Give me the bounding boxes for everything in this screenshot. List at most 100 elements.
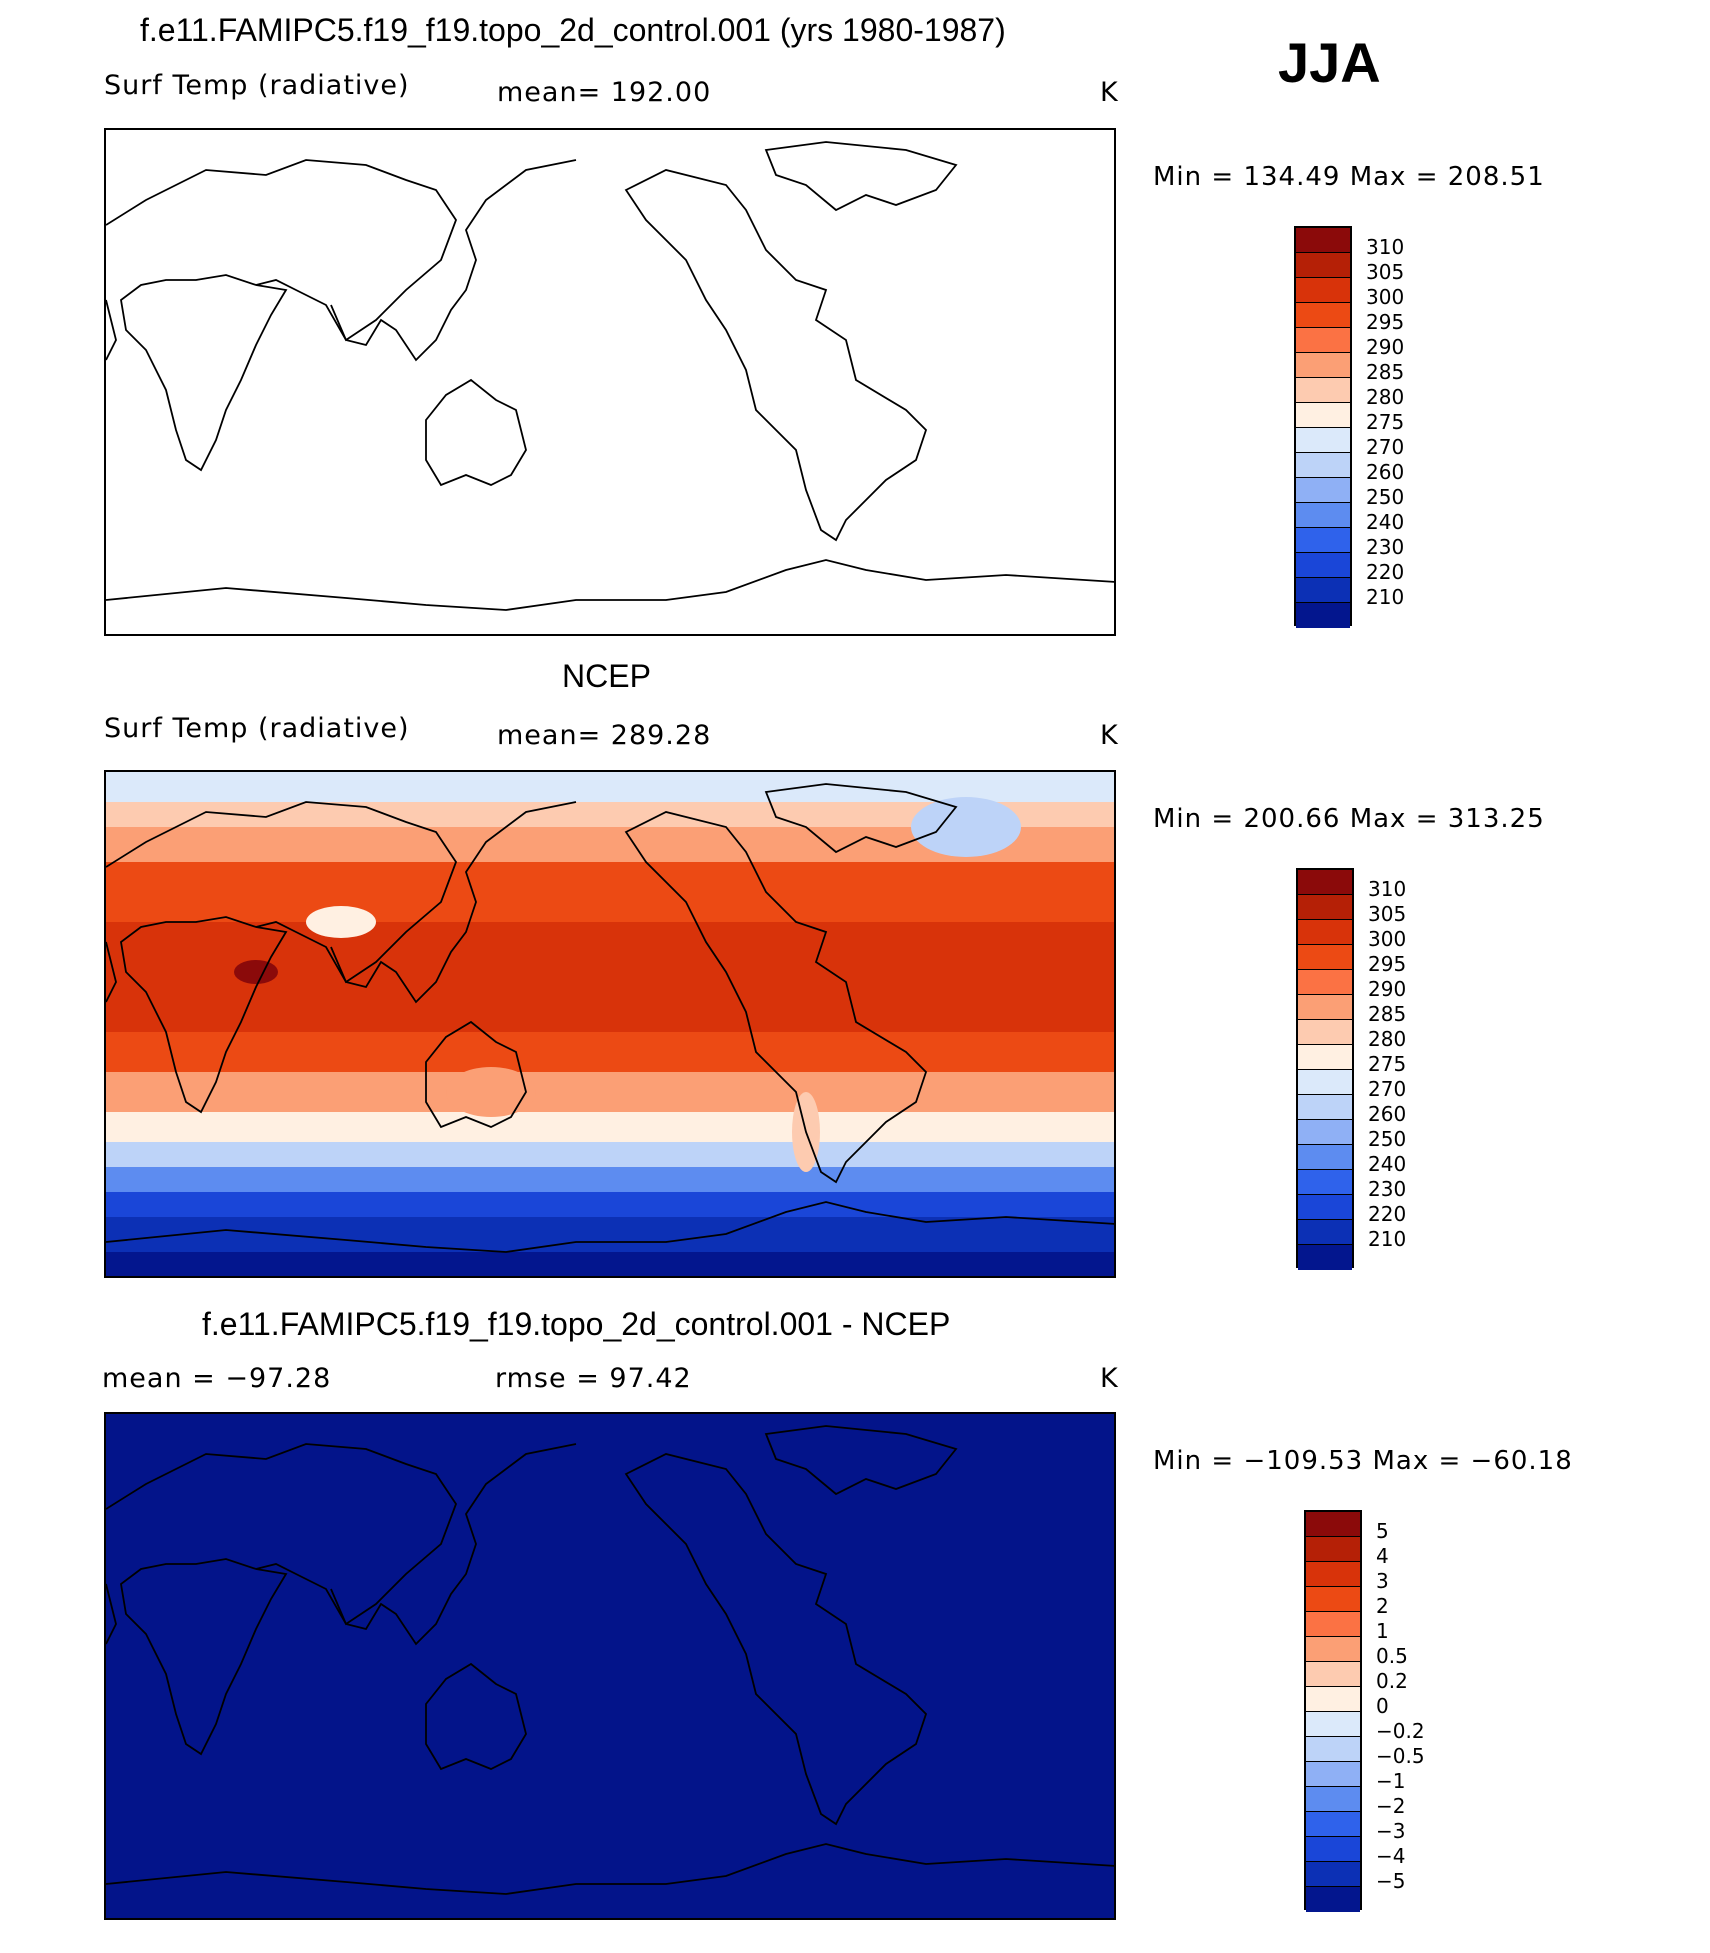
colorbar-swatch <box>1306 1737 1360 1762</box>
colorbar-tick-label: 270 <box>1366 435 1405 459</box>
panel-2-min-max: Min = 200.66 Max = 313.25 <box>1153 804 1545 834</box>
coastline <box>106 801 458 1114</box>
colorbar-swatch <box>1296 528 1350 553</box>
temperature-band <box>106 1112 1114 1142</box>
colorbar-tick-label: 210 <box>1368 1227 1407 1251</box>
colorbar-tick-label: 230 <box>1366 535 1405 559</box>
panel-1-title: f.e11.FAMIPC5.f19_f19.topo_2d_control.00… <box>140 12 1006 48</box>
colorbar-swatch <box>1306 1787 1360 1812</box>
colorbar-swatch <box>1306 1712 1360 1737</box>
colorbar-tick-label: 1 <box>1376 1619 1389 1643</box>
temperature-anomaly-region <box>306 906 376 938</box>
colorbar-swatch <box>1296 478 1350 503</box>
colorbar-swatch <box>1306 1887 1360 1912</box>
colorbar-tick-label: 220 <box>1368 1202 1407 1226</box>
colorbar-tick-label: 240 <box>1366 510 1405 534</box>
colorbar-tick-label: −3 <box>1376 1819 1406 1843</box>
colorbar-tick-label: 290 <box>1366 335 1405 359</box>
coastline <box>624 811 928 1184</box>
season-label: JJA <box>1278 31 1381 94</box>
panel-2-title: NCEP <box>562 658 651 694</box>
colorbar-swatch <box>1296 303 1350 328</box>
temperature-band <box>106 922 1114 962</box>
difference-fill <box>106 1414 1114 1918</box>
coastline <box>106 1201 1114 1253</box>
colorbar-tick-label: 240 <box>1368 1152 1407 1176</box>
colorbar-tick-label: 300 <box>1368 927 1407 951</box>
colorbar-swatch <box>1296 603 1350 628</box>
panel-3-map <box>104 1412 1116 1920</box>
colorbar-swatch <box>1296 553 1350 578</box>
colorbar-swatch <box>1306 1762 1360 1787</box>
colorbar-swatch <box>1298 1170 1352 1195</box>
colorbar-tick-label: 210 <box>1366 585 1405 609</box>
colorbar-swatch <box>1298 995 1352 1020</box>
colorbar-swatch <box>1298 1020 1352 1045</box>
colorbar-swatch <box>1306 1637 1360 1662</box>
colorbar-swatch <box>1306 1562 1360 1587</box>
colorbar-swatch <box>1298 970 1352 995</box>
colorbar-tick-label: 0.2 <box>1376 1669 1408 1693</box>
coastline <box>106 299 117 361</box>
colorbar-tick-label: 0 <box>1376 1694 1389 1718</box>
colorbar-tick-label: 4 <box>1376 1544 1389 1568</box>
colorbar-tick-label: 290 <box>1368 977 1407 1001</box>
panel-3-colorbar <box>1304 1510 1362 1912</box>
temperature-band <box>106 772 1114 802</box>
colorbar-swatch <box>1298 1045 1352 1070</box>
colorbar-tick-label: 2 <box>1376 1594 1389 1618</box>
colorbar-swatch <box>1296 328 1350 353</box>
colorbar-tick-label: −0.5 <box>1376 1744 1425 1768</box>
coastline <box>764 141 958 212</box>
colorbar-swatch <box>1298 895 1352 920</box>
colorbar-swatch <box>1298 1095 1352 1120</box>
temperature-band <box>106 1072 1114 1112</box>
temperature-band <box>106 1217 1114 1252</box>
colorbar-swatch <box>1296 403 1350 428</box>
temperature-band <box>106 1032 1114 1072</box>
coastline <box>425 1020 527 1129</box>
colorbar-swatch <box>1306 1612 1360 1637</box>
colorbar-swatch <box>1298 1070 1352 1095</box>
colorbar-tick-label: 310 <box>1366 235 1405 259</box>
panel-1-min-max: Min = 134.49 Max = 208.51 <box>1153 162 1545 192</box>
colorbar-tick-label: 280 <box>1366 385 1405 409</box>
colorbar-tick-label: 250 <box>1368 1127 1407 1151</box>
panel-1-variable-label: Surf Temp (radiative) <box>104 70 410 101</box>
colorbar-swatch <box>1296 578 1350 603</box>
colorbar-tick-label: 0.5 <box>1376 1644 1408 1668</box>
coastline <box>330 1443 577 1646</box>
panel-2-mean-label: mean= 289.28 <box>497 720 712 751</box>
colorbar-swatch <box>1296 428 1350 453</box>
colorbar-tick-label: −1 <box>1376 1769 1406 1793</box>
panel-3-title: f.e11.FAMIPC5.f19_f19.topo_2d_control.00… <box>202 1306 951 1342</box>
coastline <box>764 783 958 854</box>
coastline <box>425 378 527 487</box>
colorbar-swatch <box>1306 1862 1360 1887</box>
colorbar-tick-label: 285 <box>1368 1002 1407 1026</box>
panel-2-colorbar <box>1296 868 1354 1270</box>
colorbar-swatch <box>1296 453 1350 478</box>
colorbar-swatch <box>1306 1687 1360 1712</box>
colorbar-swatch <box>1298 920 1352 945</box>
panel-3-min-max: Min = −109.53 Max = −60.18 <box>1153 1446 1573 1476</box>
temperature-anomaly-region <box>446 1067 536 1117</box>
colorbar-swatch <box>1306 1587 1360 1612</box>
colorbar-swatch <box>1306 1812 1360 1837</box>
colorbar-swatch <box>1296 353 1350 378</box>
colorbar-tick-label: 305 <box>1366 260 1405 284</box>
coastline <box>106 159 458 472</box>
colorbar-swatch <box>1306 1662 1360 1687</box>
panel-1-units-label: K <box>1100 77 1119 108</box>
colorbar-tick-label: 270 <box>1368 1077 1407 1101</box>
colorbar-swatch <box>1296 503 1350 528</box>
colorbar-swatch <box>1298 1195 1352 1220</box>
colorbar-tick-label: 305 <box>1368 902 1407 926</box>
coastline <box>106 1843 1114 1895</box>
panel-1-mean-label: mean= 192.00 <box>497 77 712 108</box>
colorbar-tick-label: −5 <box>1376 1869 1406 1893</box>
temperature-band <box>106 1252 1114 1276</box>
colorbar-tick-label: 295 <box>1368 952 1407 976</box>
colorbar-swatch <box>1306 1512 1360 1537</box>
temperature-anomaly-region <box>911 797 1021 857</box>
